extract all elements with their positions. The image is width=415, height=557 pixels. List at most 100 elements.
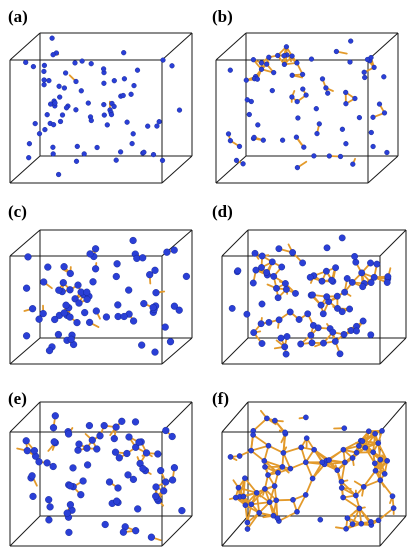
atom [257, 320, 265, 328]
atom [323, 244, 331, 252]
atom [250, 432, 256, 438]
atom [302, 492, 309, 498]
atom [74, 446, 82, 454]
atom [281, 343, 289, 351]
atom [282, 350, 290, 358]
atom [275, 52, 281, 59]
atoms [227, 414, 397, 532]
atom [340, 446, 347, 453]
atom [227, 138, 234, 144]
atom [271, 69, 277, 76]
atom [311, 153, 317, 159]
atom [100, 66, 107, 72]
atom [311, 446, 317, 453]
atom [384, 457, 391, 464]
atom [338, 308, 346, 316]
atom [60, 309, 68, 317]
bond [250, 501, 271, 506]
atom [52, 100, 58, 106]
atom [66, 313, 74, 321]
atom [244, 519, 251, 526]
box-edge-depth-bl [215, 155, 247, 184]
atom [163, 248, 171, 256]
atom [384, 149, 390, 156]
bonds [43, 52, 145, 155]
atom [377, 456, 384, 463]
atom [348, 38, 354, 44]
atom [129, 141, 135, 147]
atom [47, 101, 54, 107]
atom [367, 279, 375, 286]
atom [32, 120, 38, 127]
atom [306, 273, 314, 281]
atom [334, 304, 341, 312]
atom [147, 533, 156, 541]
atom [101, 101, 107, 108]
atom [309, 475, 316, 482]
atom [139, 465, 147, 473]
box-edge-depth-bl [9, 337, 41, 365]
atom [170, 246, 178, 254]
atom [45, 496, 53, 504]
atom [341, 425, 348, 432]
bond [357, 432, 377, 447]
atom [22, 437, 30, 445]
atom [304, 310, 312, 318]
bond [263, 459, 284, 468]
atom [317, 301, 325, 309]
atom [130, 317, 138, 325]
atom [64, 430, 73, 438]
atom [314, 324, 322, 332]
atom [352, 95, 358, 102]
atom [275, 316, 283, 324]
bond [351, 507, 361, 525]
atom [152, 492, 160, 500]
atom [73, 319, 81, 327]
atom [322, 267, 330, 275]
atom [303, 92, 309, 98]
atom [102, 313, 111, 321]
atom [331, 337, 339, 345]
atom [128, 91, 134, 97]
atom [150, 152, 157, 158]
atom [264, 61, 270, 67]
atom [333, 48, 340, 55]
atom [313, 106, 319, 112]
atom [265, 472, 271, 478]
atom [233, 157, 240, 164]
atom [359, 283, 367, 291]
simulation-box [221, 401, 407, 547]
atom [26, 141, 33, 147]
atom [89, 278, 97, 286]
atom [77, 491, 85, 499]
atom [273, 497, 280, 504]
atoms [23, 236, 191, 356]
atom [154, 123, 160, 129]
atom [384, 273, 392, 280]
atom [340, 494, 346, 501]
panel-d: (d) [212, 202, 407, 365]
atom [367, 259, 374, 267]
atom [290, 496, 296, 503]
atom [258, 60, 265, 66]
atom [24, 253, 32, 261]
atom [121, 76, 128, 82]
atom [272, 417, 278, 424]
atom [278, 263, 286, 271]
atom [149, 303, 157, 312]
atom [129, 475, 138, 484]
atom [266, 54, 272, 60]
box-edge-depth-tr [161, 32, 193, 61]
atom [182, 272, 191, 281]
atom [175, 306, 183, 314]
atom [319, 310, 327, 318]
atom [157, 467, 165, 475]
atom [373, 260, 381, 268]
atom [244, 526, 251, 532]
bond [252, 417, 268, 432]
atom [338, 485, 345, 491]
atom [131, 418, 140, 426]
atom [93, 445, 101, 453]
bond [252, 433, 270, 447]
atom [86, 250, 94, 258]
